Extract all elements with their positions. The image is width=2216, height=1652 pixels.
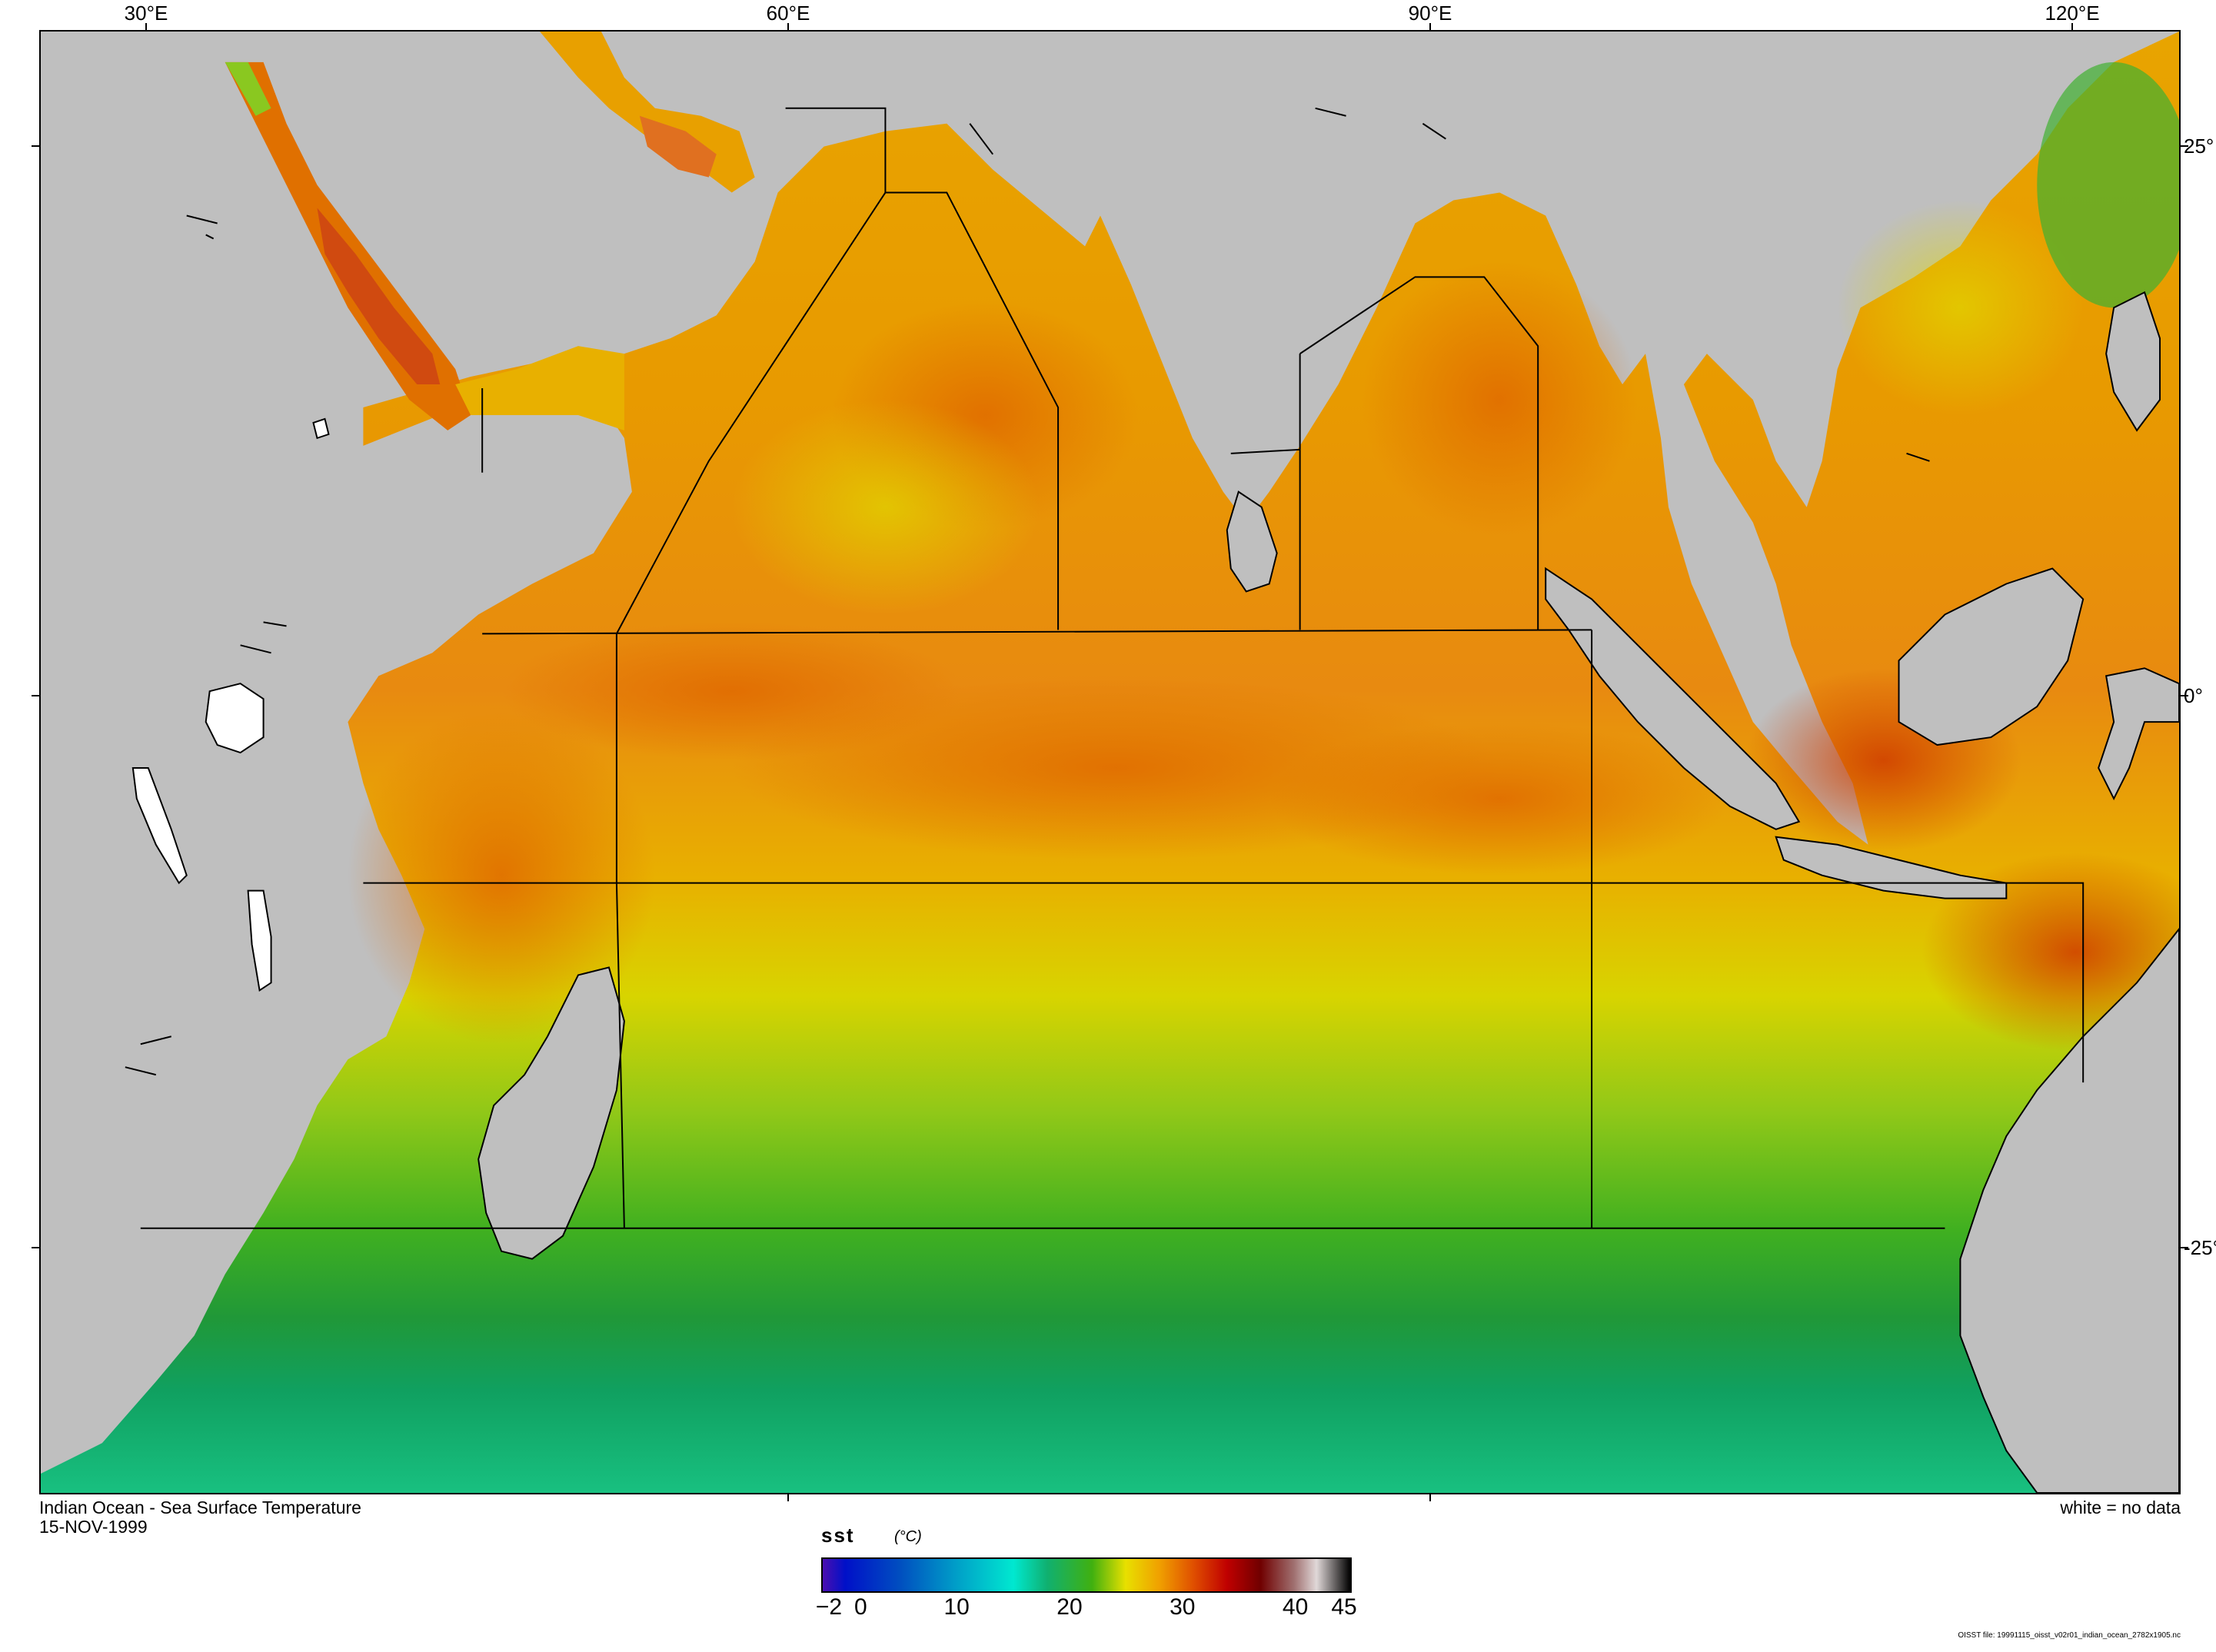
philippines — [2105, 291, 2161, 432]
colorbar-tick-label: 10 — [943, 1594, 970, 1620]
persian-gulf-hot — [639, 115, 717, 178]
mild-patch-arabian — [731, 399, 1040, 615]
colorbar-ticks: −2 0 10 20 30 40 45 — [816, 1591, 1357, 1637]
tick-right-25s — [2181, 1247, 2188, 1248]
sri-lanka — [1226, 490, 1278, 593]
tick-right-0 — [2181, 695, 2188, 696]
no-data-lake-victoria — [205, 683, 265, 754]
madagascar — [477, 966, 625, 1260]
tick-bottom-90e — [1429, 1494, 1431, 1501]
no-data-note: white = no data — [2060, 1497, 2181, 1517]
colorbar-tick-label: 45 — [1331, 1594, 1357, 1620]
map-title: Indian Ocean - Sea Surface Temperature — [39, 1497, 361, 1517]
sumatra — [1545, 567, 1801, 830]
gulf-of-aden — [455, 346, 624, 430]
lon-label-90e: 90°E — [1408, 2, 1452, 25]
sst-map[interactable] — [41, 32, 2179, 1493]
colorbar-tick-label: −2 — [815, 1594, 843, 1620]
lon-label-30e: 30°E — [124, 2, 168, 25]
lat-label-25n: 25° — [2184, 135, 2214, 158]
colorbar-tick-label: 0 — [854, 1594, 867, 1620]
colorbar-tick-label: 30 — [1170, 1594, 1196, 1620]
cool-patch-taiwan — [2037, 61, 2179, 308]
tick-top-120e — [2071, 23, 2073, 31]
no-data-lake-tanganyika — [131, 766, 188, 885]
tick-left-25s — [32, 1247, 39, 1248]
map-date: 15-NOV-1999 — [39, 1517, 148, 1537]
hot-patch-mozambique — [348, 706, 655, 1045]
no-data-lake-malawi — [247, 889, 272, 992]
map-frame[interactable] — [39, 30, 2181, 1494]
colorbar — [821, 1557, 1352, 1593]
tick-right-25n — [2181, 145, 2188, 147]
no-data-lake-small — [312, 417, 330, 440]
hot-patch-eq-east — [1269, 722, 1730, 876]
tick-left-0 — [32, 695, 39, 696]
gulf-of-suez — [225, 61, 271, 116]
hot-patch-bengal — [1361, 261, 1639, 538]
tick-left-25n — [32, 145, 39, 147]
tick-top-60e — [787, 23, 789, 31]
lon-label-120e: 120°E — [2045, 2, 2100, 25]
tick-top-30e — [145, 23, 147, 31]
sulawesi — [2098, 667, 2179, 801]
file-note: OISST file: 19991115_oisst_v02r01_indian… — [1958, 1631, 2181, 1640]
colorbar-tick-label: 40 — [1282, 1594, 1309, 1620]
colorbar-unit: (°C) — [894, 1528, 922, 1545]
region-boundaries — [140, 107, 2085, 1229]
colorbar-tick-label: 20 — [1056, 1594, 1083, 1620]
borneo — [1898, 567, 2085, 746]
tick-bottom-60e — [787, 1494, 789, 1501]
tick-top-90e — [1429, 23, 1431, 31]
coastline-fragments — [125, 107, 1930, 1076]
lat-label-0: 0° — [2184, 684, 2203, 707]
lat-label-25s: -25° — [2184, 1236, 2216, 1259]
lon-label-60e: 60°E — [766, 2, 810, 25]
hot-patch-timor — [1922, 852, 2179, 1052]
mild-patch-scs — [1837, 200, 2084, 415]
colorbar-variable: sst — [821, 1524, 855, 1547]
red-sea-hot — [317, 208, 441, 385]
